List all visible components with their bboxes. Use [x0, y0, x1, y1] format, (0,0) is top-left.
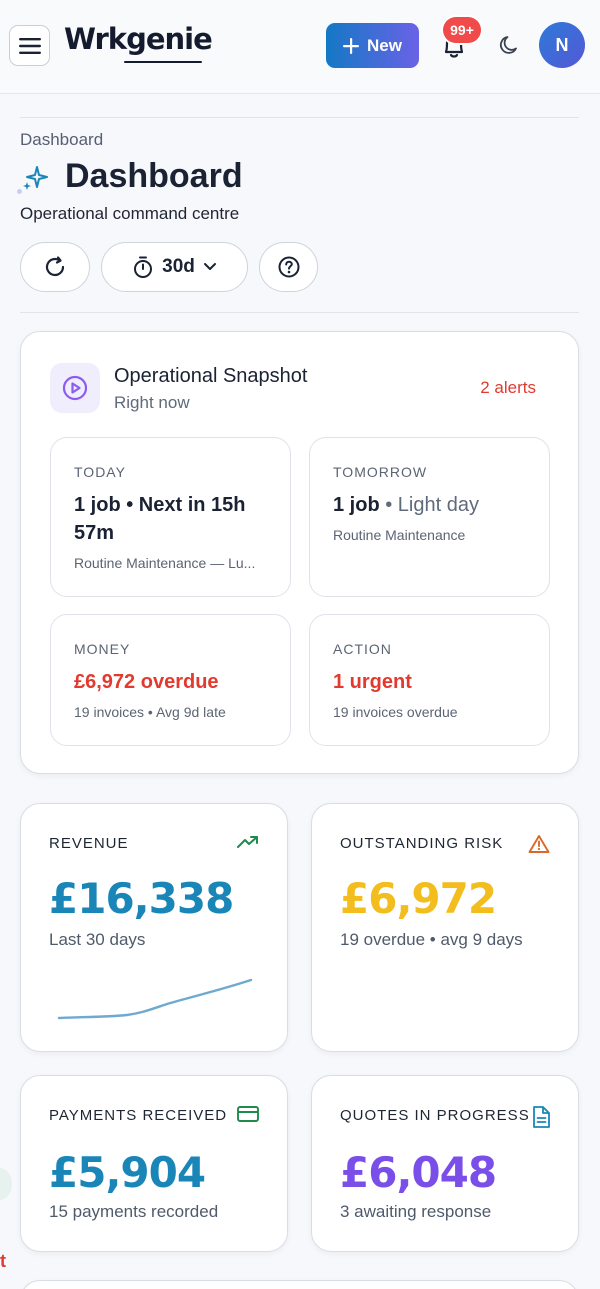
app-logo[interactable]: Wrkgenie [64, 22, 213, 56]
page-title: Dashboard [65, 157, 243, 195]
chevron-down-icon [203, 263, 216, 270]
logo-underline [124, 61, 202, 63]
page-subtitle: Operational command centre [20, 204, 240, 223]
menu-button[interactable] [9, 25, 50, 66]
range-label: 30d [162, 256, 195, 277]
snapshot-title: Operational Snapshot [114, 365, 308, 387]
help-button[interactable] [259, 242, 318, 292]
range-selector[interactable]: 30d [101, 242, 248, 292]
payments-note: 15 payments recorded [49, 1202, 219, 1221]
warning-icon [528, 835, 550, 853]
trending-up-icon [237, 836, 258, 848]
user-avatar[interactable]: N [539, 22, 585, 68]
notification-badge: 99+ [443, 17, 481, 43]
money-note: 19 invoices • Avg 9d late [74, 704, 226, 720]
help-icon [278, 256, 299, 278]
money-summary: £6,972 overdue [74, 671, 219, 693]
operational-snapshot-card: Operational Snapshot Right now 2 alerts … [20, 331, 579, 774]
hamburger-icon [18, 37, 41, 54]
payments-value: £5,904 [49, 1148, 206, 1197]
risk-value: £6,972 [340, 874, 497, 923]
breadcrumb[interactable]: Dashboard [20, 130, 104, 149]
revenue-note: Last 30 days [49, 930, 146, 949]
payments-received-card[interactable]: PAYMENTS RECEIVED £5,904 15 payments rec… [20, 1075, 288, 1252]
revenue-card[interactable]: REVENUE £16,338 Last 30 days [20, 803, 288, 1052]
revenue-value: £16,338 [49, 874, 234, 923]
top-bar: Wrkgenie New 99+ N [0, 0, 600, 94]
tomorrow-note: Routine Maintenance [333, 527, 466, 543]
divider [20, 312, 579, 313]
tomorrow-load: • Light day [385, 494, 479, 516]
divider [20, 117, 579, 118]
outstanding-risk-card[interactable]: OUTSTANDING RISK £6,972 19 overdue • avg… [311, 803, 579, 1052]
sparkles-icon [23, 166, 48, 190]
snapshot-subtitle: Right now [114, 393, 190, 412]
offscreen-text-fragment: t [0, 1251, 6, 1271]
action-tile[interactable]: ACTION 1 urgent 19 invoices overdue [309, 614, 550, 746]
risk-note: 19 overdue • avg 9 days [340, 930, 523, 949]
today-summary: 1 job • Next in 15h 57m [74, 494, 246, 544]
refresh-button[interactable] [20, 242, 90, 292]
moon-icon[interactable] [497, 33, 521, 57]
play-circle-icon [62, 375, 88, 401]
floating-widget-edge[interactable] [0, 1168, 12, 1200]
document-icon [533, 1106, 550, 1128]
today-tile[interactable]: TODAY 1 job • Next in 15h 57m Routine Ma… [50, 437, 291, 597]
action-label: ACTION [333, 641, 392, 657]
plus-icon [343, 37, 360, 54]
quotes-value: £6,048 [340, 1148, 497, 1197]
risk-label: OUTSTANDING RISK [340, 835, 504, 852]
tomorrow-label: TOMORROW [333, 464, 428, 480]
stopwatch-icon [134, 256, 153, 278]
money-label: MONEY [74, 641, 131, 657]
new-button[interactable]: New [326, 23, 419, 68]
tomorrow-jobs: 1 job [333, 494, 380, 516]
next-card [20, 1280, 579, 1289]
new-button-label: New [367, 35, 402, 55]
refresh-icon [45, 256, 65, 277]
alerts-link[interactable]: 2 alerts [480, 378, 536, 397]
revenue-label: REVENUE [49, 835, 129, 852]
payments-label: PAYMENTS RECEIVED [49, 1107, 228, 1124]
decorative-dot [17, 189, 22, 194]
today-label: TODAY [74, 464, 126, 480]
revenue-sparkline [57, 978, 253, 1020]
tomorrow-summary: 1 job • Light day [333, 491, 535, 519]
credit-card-icon [237, 1106, 259, 1122]
quotes-in-progress-card[interactable]: QUOTES IN PROGRESS £6,048 3 awaiting res… [311, 1075, 579, 1252]
tomorrow-tile[interactable]: TOMORROW 1 job • Light day Routine Maint… [309, 437, 550, 597]
quotes-note: 3 awaiting response [340, 1202, 492, 1221]
action-summary: 1 urgent [333, 671, 412, 693]
today-note: Routine Maintenance — Lu... [74, 555, 256, 571]
snapshot-icon-box [50, 363, 100, 413]
quotes-label: QUOTES IN PROGRESS [340, 1107, 530, 1124]
money-tile[interactable]: MONEY £6,972 overdue 19 invoices • Avg 9… [50, 614, 291, 746]
action-note: 19 invoices overdue [333, 704, 458, 720]
